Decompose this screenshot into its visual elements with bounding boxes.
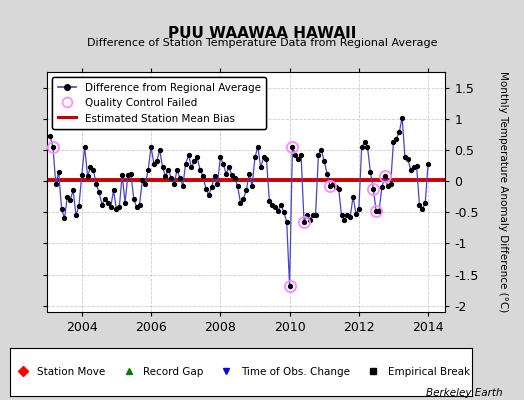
- Text: PUU WAAWAA HAWAII: PUU WAAWAA HAWAII: [168, 26, 356, 41]
- Text: Difference of Station Temperature Data from Regional Average: Difference of Station Temperature Data f…: [87, 38, 437, 48]
- Legend: Difference from Regional Average, Quality Control Failed, Estimated Station Mean: Difference from Regional Average, Qualit…: [52, 77, 266, 129]
- Legend: Station Move, Record Gap, Time of Obs. Change, Empirical Break: Station Move, Record Gap, Time of Obs. C…: [10, 365, 472, 379]
- Text: Berkeley Earth: Berkeley Earth: [427, 388, 503, 398]
- Y-axis label: Monthly Temperature Anomaly Difference (°C): Monthly Temperature Anomaly Difference (…: [498, 71, 508, 313]
